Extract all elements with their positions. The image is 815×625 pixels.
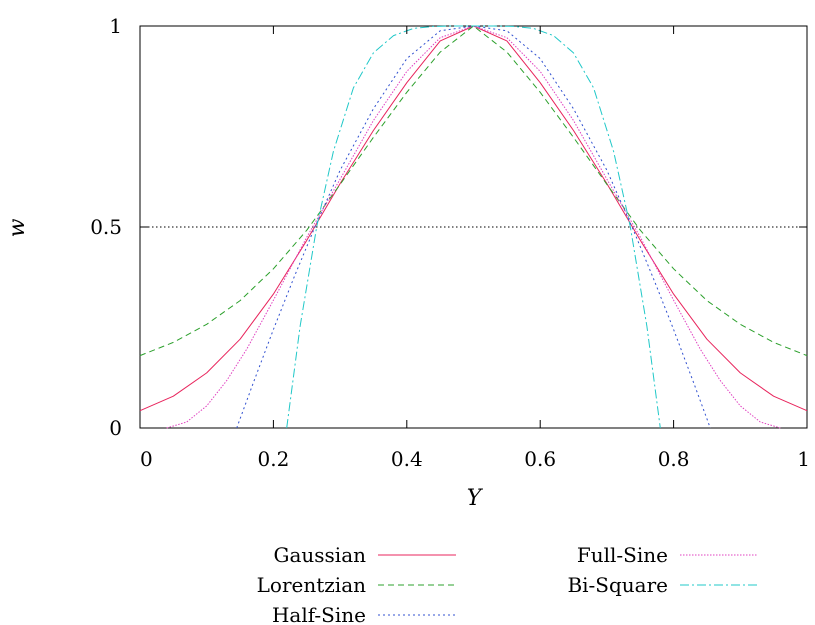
y-tick-label: 0.5 <box>90 215 122 239</box>
legend-item-full-sine: Full-Sine <box>577 543 758 567</box>
x-tick-label: 0 <box>140 447 153 471</box>
legend-item-bi-square: Bi-Square <box>567 573 758 597</box>
legend-label: Half-Sine <box>272 603 366 625</box>
legend: Gaussian Lorentzian Half-Sine Full-Sine Bi-S… <box>257 543 758 625</box>
series-line-gaussian <box>139 25 808 412</box>
x-tick-label: 0.8 <box>658 447 690 471</box>
legend-label: Bi-Square <box>567 573 668 597</box>
legend-label: Full-Sine <box>577 543 668 567</box>
axis-layer: 0 0.2 0.4 0.6 0.8 1 0 0.5 1 <box>90 14 810 471</box>
series-layer <box>139 25 808 429</box>
series-line-bi-square <box>286 25 661 429</box>
x-axis-label: Y <box>467 486 484 511</box>
x-tick-label: 1 <box>797 447 810 471</box>
legend-label: Lorentzian <box>257 573 366 597</box>
legend-item-lorentzian: Lorentzian <box>257 573 456 597</box>
x-tick-label: 0.2 <box>257 447 289 471</box>
y-tick-label: 0 <box>109 416 122 440</box>
x-tick-label: 0.6 <box>524 447 556 471</box>
y-axis-label: w <box>5 218 30 237</box>
legend-label: Gaussian <box>273 543 366 567</box>
series-line-lorentzian <box>139 25 808 357</box>
x-tick-label: 0.4 <box>391 447 423 471</box>
legend-item-half-sine: Half-Sine <box>272 603 456 625</box>
y-tick-label: 1 <box>109 14 122 38</box>
legend-item-gaussian: Gaussian <box>273 543 456 567</box>
